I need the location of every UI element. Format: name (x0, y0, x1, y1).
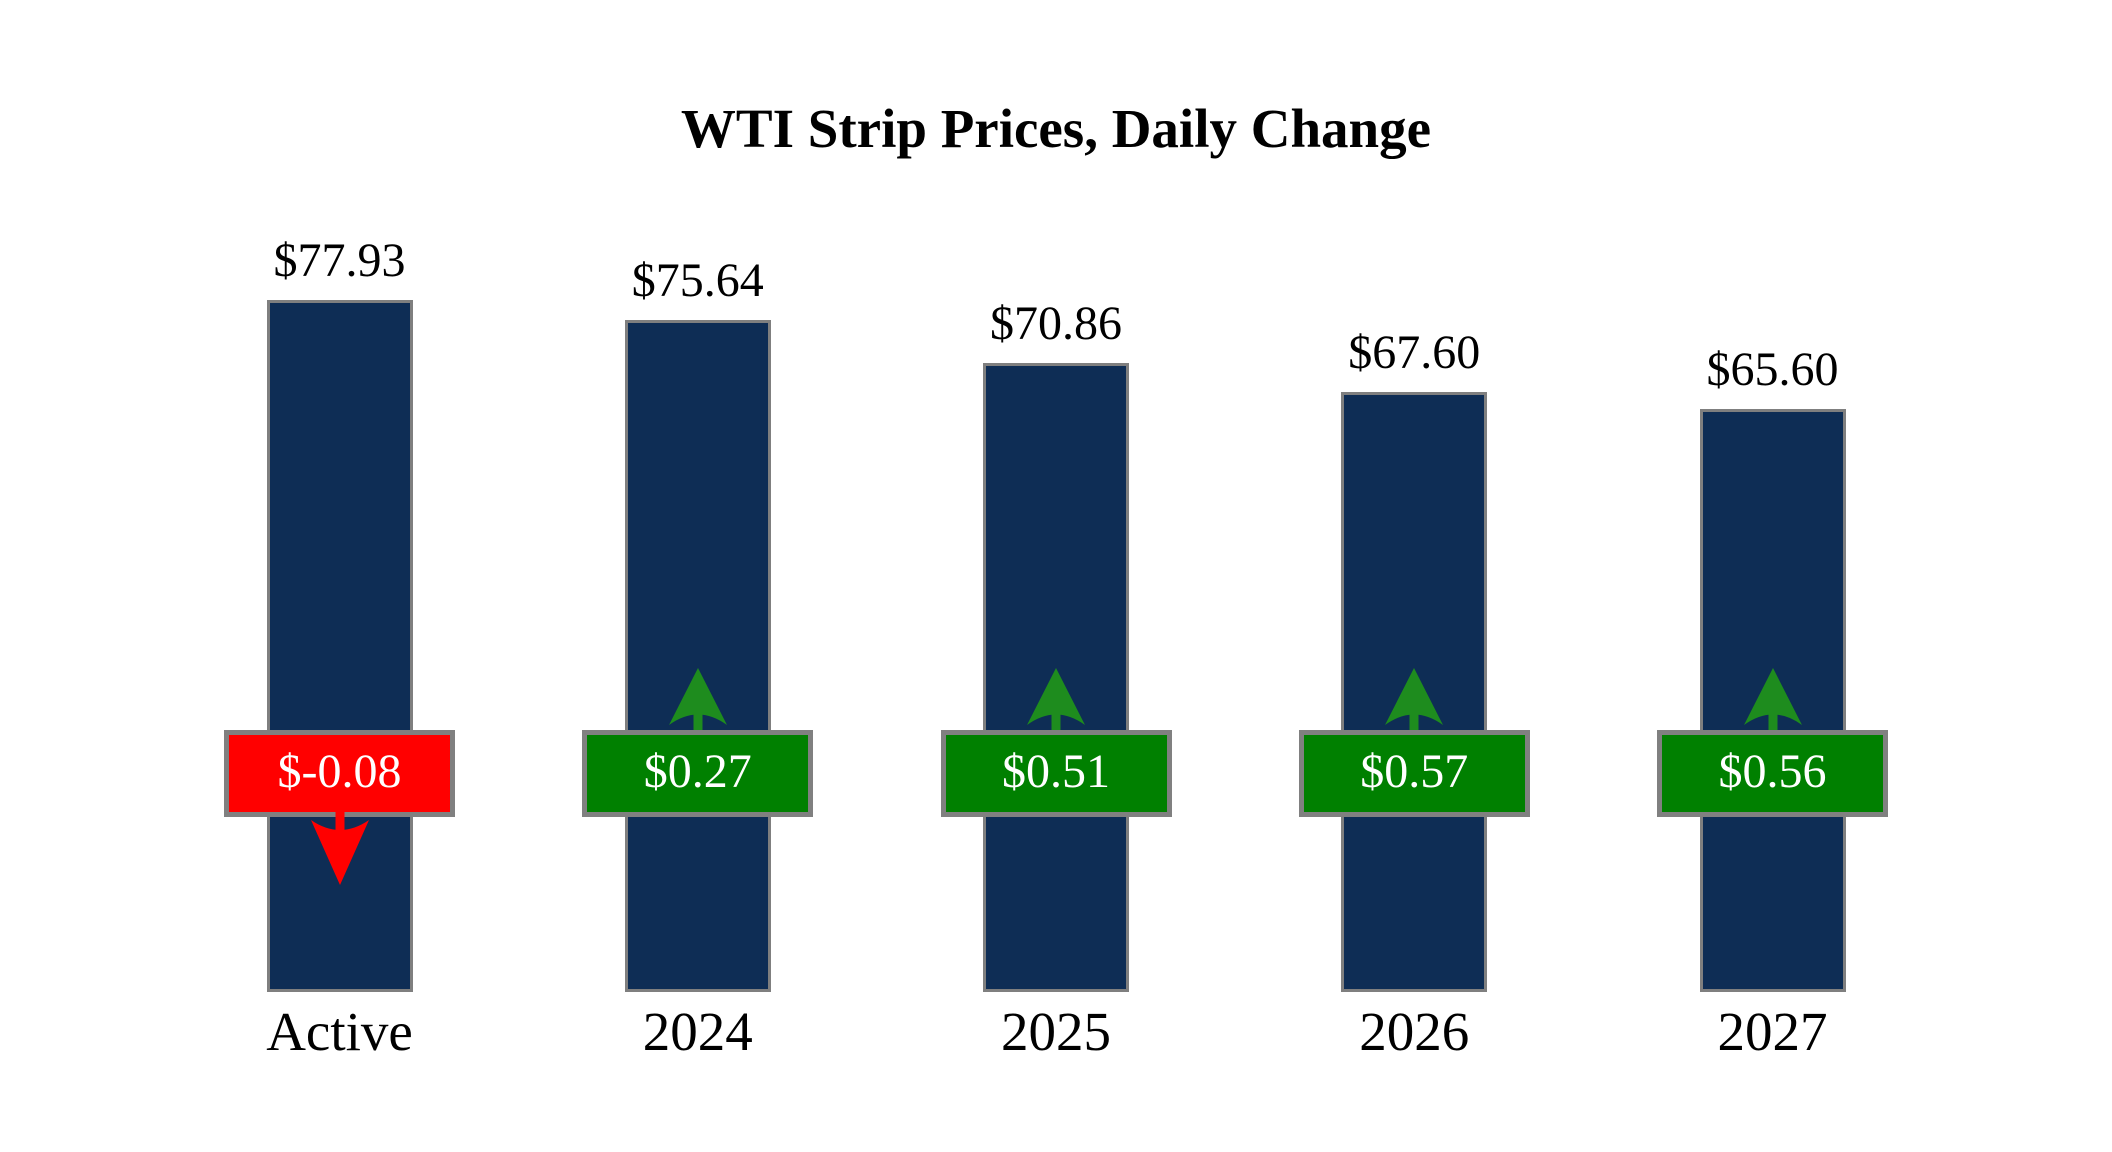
chart-title: WTI Strip Prices, Daily Change (680, 98, 1432, 159)
price-label: $65.60 (1706, 343, 1839, 396)
down-arrow-icon (310, 810, 369, 885)
category-label: 2027 (1717, 1001, 1828, 1062)
change-label: $0.27 (643, 744, 752, 798)
category-label: 2026 (1359, 1001, 1470, 1062)
category-label: 2025 (1001, 1001, 1111, 1062)
change-label: $0.51 (1002, 744, 1110, 798)
price-label: $67.60 (1348, 326, 1481, 379)
category-label: 2024 (642, 1001, 753, 1062)
change-badge: $0.51 (940, 730, 1172, 817)
price-label: $75.64 (631, 254, 764, 307)
change-badge: $-0.08 (224, 730, 455, 817)
price-label: $77.93 (273, 234, 406, 287)
change-label: $0.57 (1360, 744, 1469, 798)
up-arrow-icon (668, 668, 727, 731)
up-arrow-icon (1385, 668, 1444, 731)
up-arrow-icon (1743, 668, 1802, 731)
bar (624, 320, 771, 992)
change-badge: $0.57 (1298, 730, 1530, 817)
change-badge: $0.56 (1657, 730, 1888, 817)
change-label: $0.56 (1718, 744, 1827, 798)
bar (266, 300, 413, 992)
price-label: $70.86 (990, 297, 1122, 350)
change-badge: $0.27 (582, 730, 814, 817)
category-label: Active (266, 1001, 413, 1062)
up-arrow-icon (1027, 668, 1085, 731)
change-label: $-0.08 (277, 744, 402, 798)
